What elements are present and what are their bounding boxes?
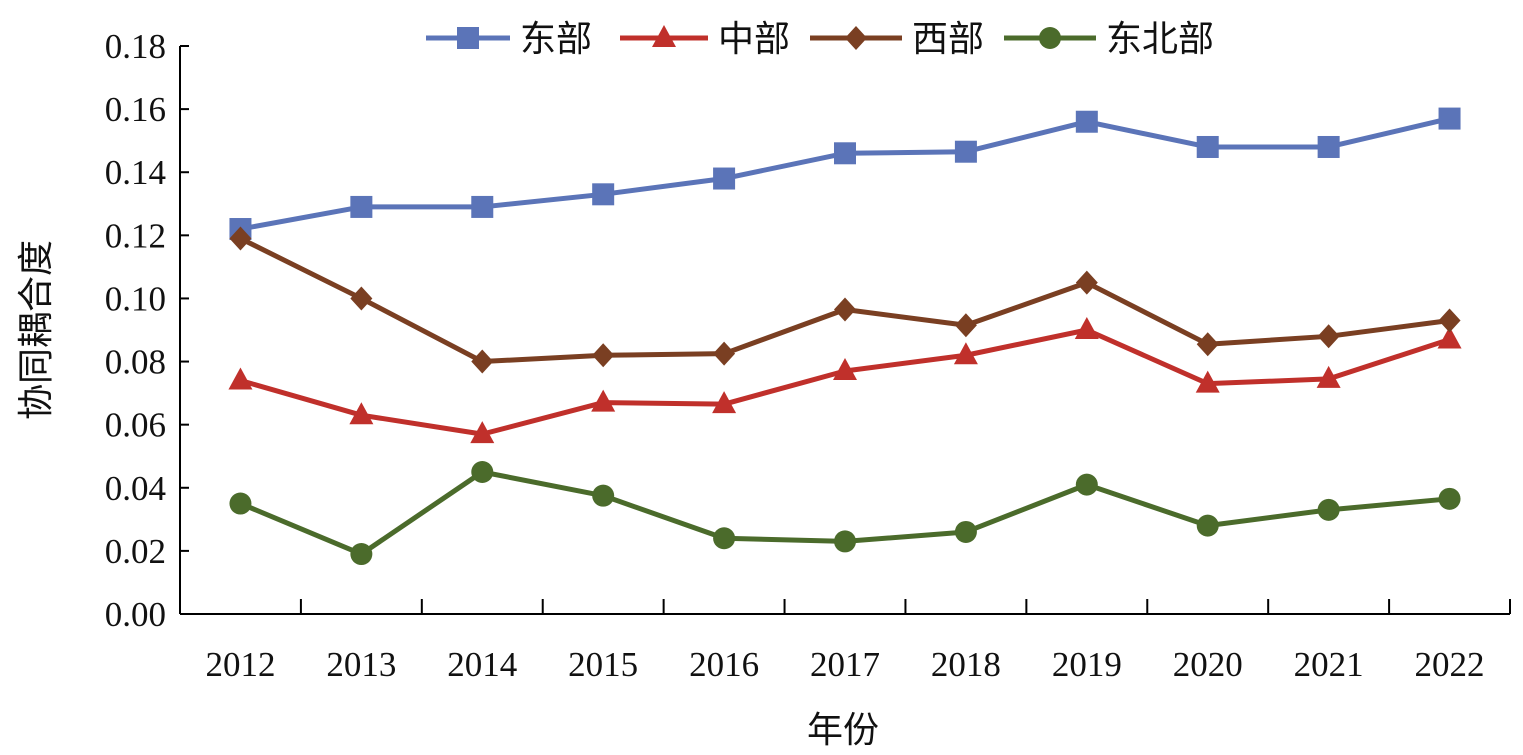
x-tick-label: 2017	[810, 645, 880, 684]
data-point	[1196, 514, 1219, 537]
series-line	[237, 327, 1453, 437]
y-tick-label: 0.18	[105, 27, 166, 66]
x-axis-title: 年份	[807, 710, 879, 751]
y-tick-label: 0.06	[105, 406, 166, 445]
data-point	[1438, 487, 1461, 510]
data-point	[1075, 473, 1098, 496]
data-point	[229, 226, 252, 251]
legend-marker	[457, 27, 479, 49]
data-point	[712, 391, 737, 414]
legend-label: 西部	[912, 19, 984, 60]
data-point	[713, 527, 736, 550]
x-tick-label: 2021	[1294, 645, 1364, 684]
data-point	[470, 421, 495, 444]
x-tick-label: 2013	[326, 645, 396, 684]
data-point	[834, 142, 856, 165]
legend-marker	[845, 26, 867, 50]
data-point	[713, 167, 736, 190]
data-point	[471, 461, 494, 483]
legend-label: 中部	[718, 19, 790, 60]
data-point	[1074, 317, 1099, 339]
data-point	[350, 543, 373, 566]
y-tick-label: 0.04	[105, 469, 166, 508]
data-point	[1196, 332, 1219, 357]
data-point	[1438, 107, 1461, 130]
data-point	[954, 140, 977, 163]
data-point	[1075, 270, 1098, 295]
x-tick-label: 2019	[1052, 645, 1122, 684]
x-tick-label: 2016	[689, 645, 759, 684]
x-tick-label: 2020	[1173, 645, 1243, 684]
y-tick-label: 0.10	[105, 279, 166, 318]
data-point	[229, 492, 252, 515]
legend-marker	[652, 25, 676, 47]
y-tick-label: 0.16	[105, 90, 166, 129]
data-point	[471, 195, 494, 218]
legend-item: 东部	[426, 19, 592, 60]
data-point	[349, 402, 374, 425]
x-ticks: 2012 2013 2014 2015 2016 2017 2018 2019 2020 2021…	[205, 599, 1511, 684]
data-point	[1317, 135, 1340, 158]
legend-label: 东部	[520, 19, 592, 60]
legend: 东部 中部 西部 东北部	[426, 19, 1214, 60]
y-tick-label: 0.08	[105, 343, 166, 382]
data-point	[1316, 365, 1341, 388]
data-point	[713, 341, 736, 366]
x-tick-label: 2014	[447, 645, 517, 684]
y-axis-title: 协同耦合度	[16, 240, 57, 420]
x-tick-label: 2015	[568, 645, 638, 684]
series-layer	[228, 107, 1462, 566]
series-3	[229, 461, 1461, 566]
data-point	[1317, 498, 1340, 521]
legend-item: 中部	[620, 19, 790, 60]
data-point	[591, 389, 616, 412]
data-point	[471, 349, 494, 374]
data-point	[1317, 324, 1340, 349]
data-point	[834, 530, 856, 553]
data-point	[228, 367, 253, 390]
data-point	[350, 195, 373, 218]
legend-marker	[1039, 27, 1061, 49]
y-tick-label: 0.00	[105, 595, 166, 634]
legend-item: 西部	[810, 19, 984, 60]
series-2	[229, 226, 1461, 374]
data-point	[350, 286, 373, 311]
legend-item: 东北部	[1004, 19, 1214, 60]
data-point	[833, 358, 857, 381]
x-tick-label: 2022	[1415, 645, 1485, 684]
data-point	[1437, 326, 1462, 349]
series-1	[228, 317, 1462, 444]
data-point	[592, 183, 615, 206]
x-tick-label: 2018	[931, 645, 1001, 684]
y-tick-label: 0.02	[105, 532, 166, 571]
data-point	[954, 520, 977, 543]
series-line	[237, 116, 1453, 232]
x-tick-label: 2012	[205, 645, 275, 684]
series-0	[229, 107, 1461, 241]
axes	[179, 46, 1510, 615]
data-point	[592, 484, 615, 507]
legend-label: 东北部	[1106, 19, 1214, 60]
data-point	[1075, 110, 1098, 133]
data-point	[834, 297, 856, 322]
data-point	[953, 342, 978, 365]
y-tick-label: 0.14	[105, 153, 166, 192]
data-point	[592, 343, 615, 368]
data-point	[954, 313, 977, 338]
data-point	[1196, 135, 1219, 158]
y-ticks: 0.00 0.02 0.04 0.06 0.08 0.10 0.12 0.14 0.16 0.18	[105, 27, 189, 634]
data-point	[1195, 370, 1220, 393]
data-point	[1438, 308, 1461, 333]
y-tick-label: 0.12	[105, 216, 166, 255]
